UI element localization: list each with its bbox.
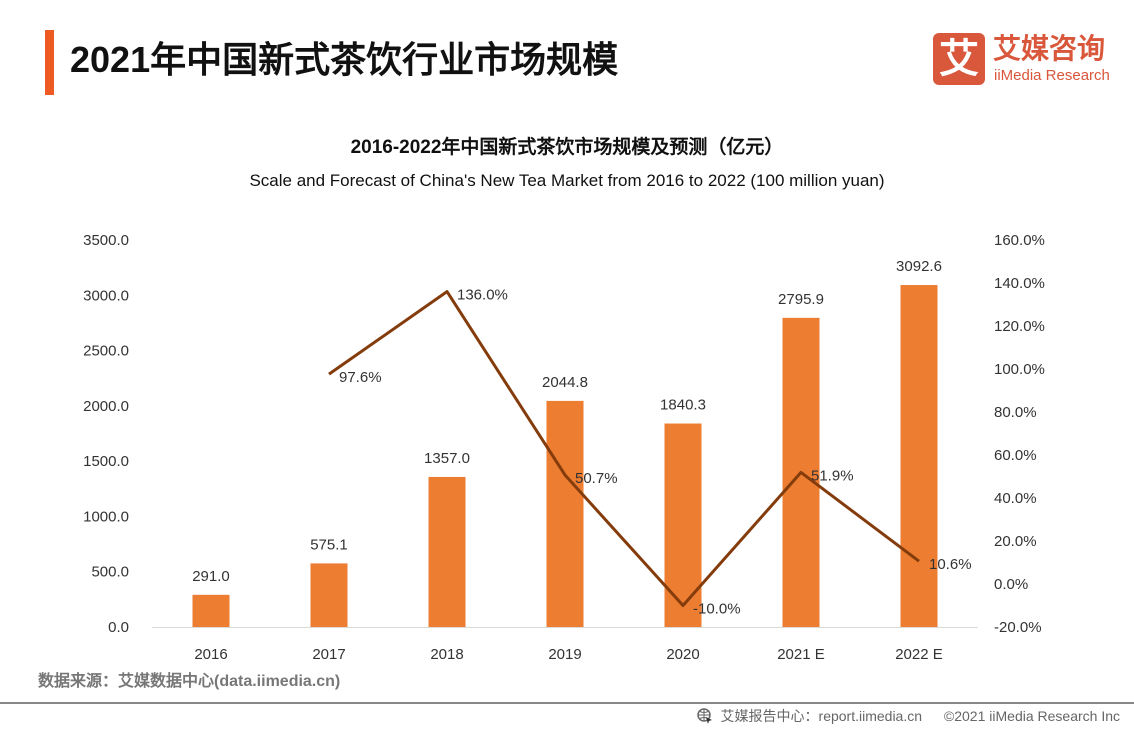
right-axis-tick: 120.0%	[994, 318, 1045, 335]
x-axis-tick: 2019	[548, 646, 581, 663]
bar-data-label: 1840.3	[660, 397, 706, 414]
logo-en-text: iiMedia Research	[994, 67, 1110, 84]
right-axis-tick: 40.0%	[994, 490, 1037, 507]
left-axis-tick: 2500.0	[83, 343, 129, 360]
x-axis-tick: 2022 E	[895, 646, 943, 663]
bar-data-label: 2795.9	[778, 291, 824, 308]
right-axis-tick: -20.0%	[994, 619, 1042, 636]
chart-area: 0.0 500.0 1000.0 1500.0 2000.0 2500.0 3000.0 35…	[0, 200, 1134, 670]
line-data-label: 50.7%	[575, 470, 618, 487]
bar	[310, 563, 348, 627]
page-title: 2021年中国新式茶饮行业市场规模	[70, 39, 619, 80]
bar-data-label: 1357.0	[424, 450, 470, 467]
bar	[546, 400, 584, 627]
left-axis-tick: 3000.0	[83, 287, 129, 304]
right-axis-tick: 140.0%	[994, 275, 1045, 292]
copyright: ©2021 iiMedia Research Inc	[943, 708, 1120, 724]
right-axis-tick: 0.0%	[994, 576, 1028, 593]
bar-data-label: 575.1	[310, 536, 348, 553]
bar-data-label: 2044.8	[542, 374, 588, 391]
chart-subtitle: Scale and Forecast of China's New Tea Ma…	[249, 171, 885, 190]
globe-cursor-icon	[696, 708, 712, 724]
left-axis-tick: 0.0	[108, 619, 129, 636]
line-data-label: 136.0%	[457, 287, 508, 304]
chart: 0.0 500.0 1000.0 1500.0 2000.0 2500.0 3000.0 35…	[83, 232, 1045, 663]
chart-title: 2016-2022年中国新式茶饮市场规模及预测（亿元）	[350, 137, 784, 158]
bottom-area: 数据来源：艾媒数据中心(data.iimedia.cn) 艾媒报告中心：repo…	[0, 670, 1134, 756]
left-axis-tick: 2000.0	[83, 398, 129, 415]
iimedia-logo: 艾 艾媒咨询 iiMedia Research	[933, 33, 1113, 88]
right-axis-tick: 60.0%	[994, 447, 1037, 464]
right-axis-tick: 100.0%	[994, 361, 1045, 378]
header: 2021年中国新式茶饮行业市场规模 艾 艾媒咨询 iiMedia Researc…	[0, 0, 1134, 125]
line-data-label: -10.0%	[693, 601, 741, 618]
line-data-label: 97.6%	[339, 369, 382, 386]
logo-mark: 艾	[933, 33, 985, 85]
footer-divider	[0, 702, 1134, 704]
logo-cn-text: 艾媒咨询	[993, 33, 1106, 64]
x-axis-tick: 2018	[430, 646, 463, 663]
footer: 艾媒报告中心：report.iimedia.cn ©2021 iiMedia R…	[696, 707, 1120, 725]
x-axis-tick: 2020	[666, 646, 699, 663]
x-axis-tick: 2017	[312, 646, 345, 663]
line-data-label: 10.6%	[929, 556, 972, 573]
bar-data-label: 3092.6	[896, 258, 942, 275]
chart-titles: 2016-2022年中国新式茶饮市场规模及预测（亿元） Scale and Fo…	[0, 125, 1134, 200]
bar	[900, 285, 938, 627]
data-source: 数据来源：艾媒数据中心(data.iimedia.cn)	[38, 673, 341, 690]
bar	[192, 594, 230, 627]
left-axis-tick: 1000.0	[83, 508, 129, 525]
right-axis-tick: 160.0%	[994, 232, 1045, 249]
left-axis-tick: 1500.0	[83, 453, 129, 470]
x-axis-tick: 2021 E	[777, 646, 825, 663]
right-axis-tick: 80.0%	[994, 404, 1037, 421]
bar-data-label: 291.0	[192, 568, 230, 585]
x-axis-tick: 2016	[194, 646, 227, 663]
left-axis-tick: 500.0	[91, 564, 129, 581]
report-center-link[interactable]: 艾媒报告中心：report.iimedia.cn	[720, 708, 923, 724]
left-axis-tick: 3500.0	[83, 232, 129, 249]
right-axis-tick: 20.0%	[994, 533, 1037, 550]
line-data-label: 51.9%	[811, 467, 854, 484]
title-accent-bar	[45, 30, 54, 95]
bar	[664, 423, 702, 627]
bar	[428, 476, 466, 627]
growth-rate-line	[328, 290, 920, 607]
